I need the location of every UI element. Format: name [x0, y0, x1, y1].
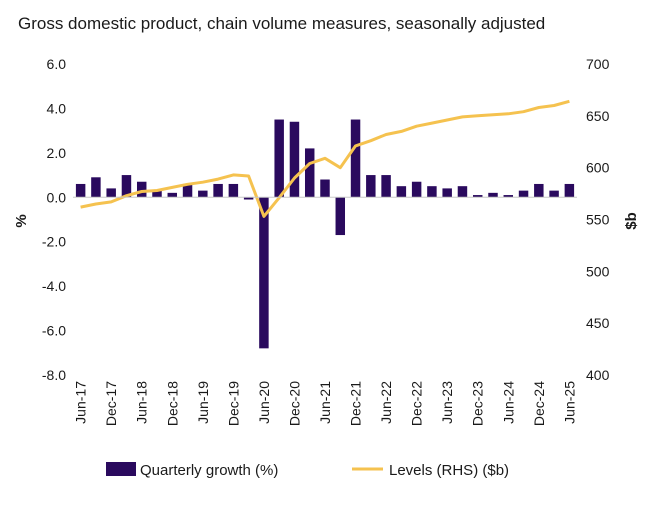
bar — [152, 190, 162, 198]
bar — [75, 183, 86, 198]
bar — [198, 190, 208, 198]
bar — [488, 192, 498, 198]
bar — [442, 188, 452, 198]
legend-label-line: Levels (RHS) ($b) — [389, 462, 509, 479]
x-tick-label: Dec-20 — [286, 381, 302, 426]
bar — [182, 183, 193, 198]
bar — [289, 121, 300, 198]
x-tick-label: Jun-23 — [439, 381, 455, 424]
right-tick-label: 500 — [586, 263, 610, 279]
legend-label-bars: Quarterly growth (%) — [140, 462, 278, 479]
x-tick-label: Jun-22 — [378, 381, 394, 424]
bar — [350, 119, 361, 198]
bar — [381, 175, 391, 198]
right-tick-label: 600 — [586, 160, 610, 176]
x-tick-label: Dec-21 — [348, 381, 364, 426]
bar — [91, 177, 101, 198]
right-tick-label: 650 — [586, 108, 610, 124]
x-tick-label: Jun-17 — [73, 381, 89, 424]
bar — [304, 148, 315, 198]
x-tick-label: Dec-17 — [103, 381, 119, 426]
bar — [335, 197, 346, 236]
x-tick-label: Jun-20 — [256, 381, 272, 424]
bar — [411, 181, 422, 198]
levels-line — [80, 99, 570, 218]
bar — [427, 186, 437, 198]
bar — [274, 119, 284, 198]
x-tick-label: Dec-22 — [409, 381, 425, 426]
bar — [121, 175, 132, 198]
x-tick-label: Jun-19 — [195, 381, 211, 424]
x-tick-label: Jun-21 — [317, 381, 333, 424]
right-tick-label: 400 — [586, 367, 610, 383]
axis-layer: 6.0 4.0 2.0 0.0 -2.0 -4.0 -6.0 -8.0 700 650 600 550… — [42, 56, 610, 426]
right-axis-label: $b — [623, 212, 640, 230]
x-tick-label: Dec-24 — [531, 381, 547, 426]
bar — [457, 186, 468, 198]
left-tick-label: -2.0 — [42, 234, 66, 250]
legend-swatch-bars — [106, 462, 136, 476]
bar — [106, 188, 116, 198]
left-tick-label: 6.0 — [47, 56, 67, 72]
bar — [549, 190, 559, 198]
bar — [518, 190, 529, 198]
left-tick-label: -4.0 — [42, 278, 66, 294]
bar — [396, 186, 407, 198]
bar — [136, 181, 147, 198]
bar — [472, 195, 483, 198]
left-tick-label: -8.0 — [42, 367, 66, 383]
x-tick-label: Jun-24 — [500, 381, 516, 424]
legend: Quarterly growth (%) Levels (RHS) ($b) — [106, 462, 509, 479]
line-layer — [80, 99, 570, 218]
right-tick-label: 450 — [586, 315, 610, 331]
x-tick-label: Dec-23 — [470, 381, 486, 426]
chart-title: Gross domestic product, chain volume mea… — [18, 14, 546, 33]
bar — [243, 197, 254, 200]
bar — [259, 197, 269, 349]
bar — [228, 183, 239, 198]
right-tick-label: 700 — [586, 56, 610, 72]
left-tick-label: 2.0 — [47, 145, 67, 161]
bar — [320, 179, 330, 198]
right-tick-label: 550 — [586, 212, 610, 228]
left-tick-label: 4.0 — [47, 100, 67, 116]
left-tick-label: -6.0 — [42, 323, 66, 339]
left-axis-label: % — [13, 214, 30, 227]
bars-layer — [75, 119, 575, 349]
x-tick-label: Dec-19 — [225, 381, 241, 426]
left-tick-label: 0.0 — [47, 189, 67, 205]
x-tick-label: Dec-18 — [164, 381, 180, 426]
bar — [564, 183, 575, 198]
bar — [534, 183, 544, 198]
bar — [503, 195, 514, 198]
bar — [213, 183, 223, 198]
x-tick-label: Jun-25 — [561, 381, 577, 424]
x-tick-label: Jun-18 — [134, 381, 150, 424]
bar — [167, 192, 178, 198]
bar — [366, 175, 376, 198]
